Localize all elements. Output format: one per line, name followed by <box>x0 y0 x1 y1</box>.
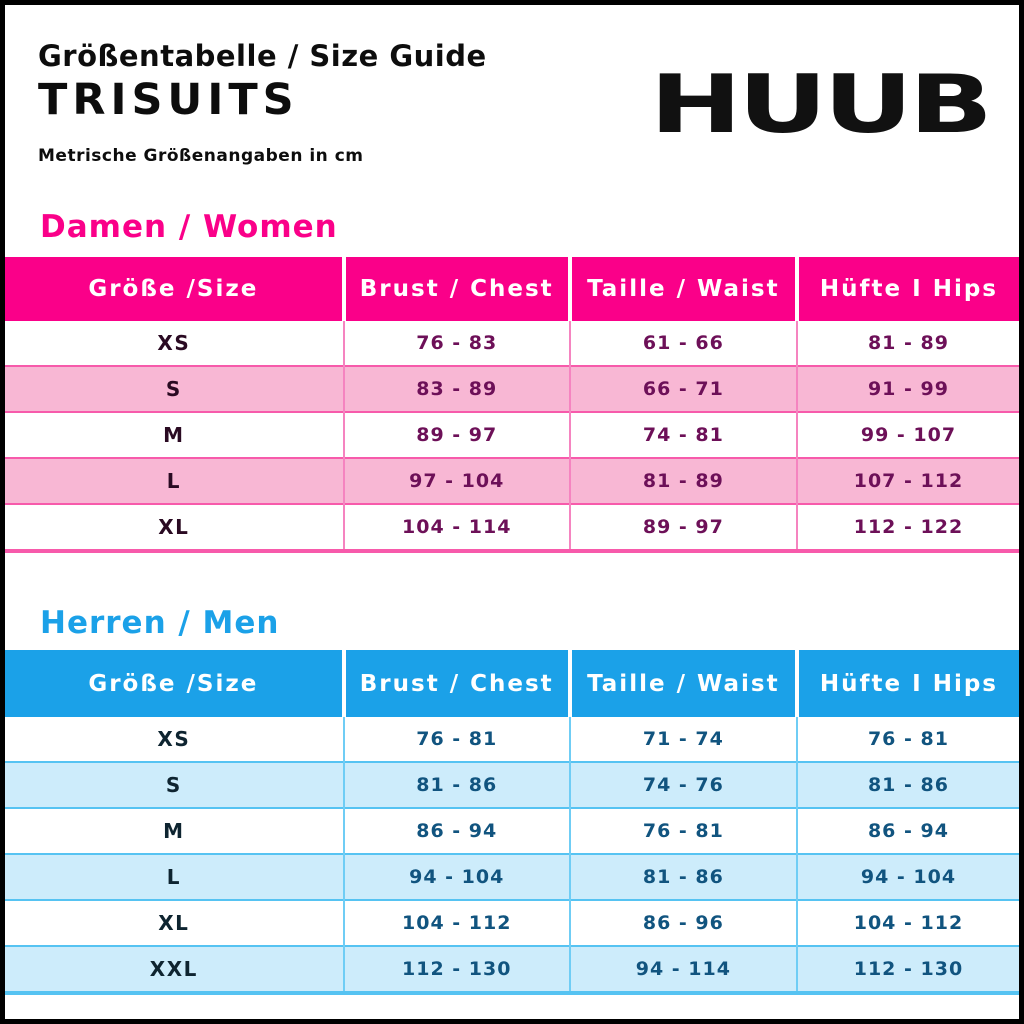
measurement-cell: 83 - 89 <box>342 365 570 412</box>
measurement-cell: 97 - 104 <box>342 457 570 504</box>
product-title: TRISUITS <box>38 74 299 125</box>
measurement-cell: 104 - 112 <box>795 899 1019 946</box>
column-header: Hüfte I Hips <box>794 257 1019 321</box>
table-row: XL 104 - 112 86 - 96 104 - 112 <box>5 899 1019 946</box>
table-row: XXL 112 - 130 94 - 114 112 - 130 <box>5 945 1019 993</box>
measurement-cell: 107 - 112 <box>795 457 1019 504</box>
column-header: Größe /Size <box>5 257 344 321</box>
measurement-cell: 104 - 112 <box>342 899 570 946</box>
table-row: M 89 - 97 74 - 81 99 - 107 <box>5 411 1019 458</box>
measurement-cell: 86 - 94 <box>342 807 570 854</box>
table-row: M 86 - 94 76 - 81 86 - 94 <box>5 807 1019 854</box>
measurement-cell: 81 - 89 <box>568 457 797 504</box>
measurement-cell: 91 - 99 <box>795 365 1019 412</box>
measurement-cell: 112 - 130 <box>342 945 570 993</box>
measurement-cell: 76 - 81 <box>568 807 797 854</box>
measurement-cell: 81 - 86 <box>342 761 570 808</box>
measurement-cell: 74 - 76 <box>568 761 797 808</box>
size-cell: XL <box>5 503 344 551</box>
measurement-cell: 86 - 94 <box>795 807 1019 854</box>
women-header-row: Größe /Size Brust / Chest Taille / Waist Hü… <box>5 257 1019 321</box>
table-row: S 83 - 89 66 - 71 91 - 99 <box>5 365 1019 412</box>
table-row: S 81 - 86 74 - 76 81 - 86 <box>5 761 1019 808</box>
measurement-cell: 76 - 81 <box>795 717 1019 762</box>
measurement-cell: 81 - 86 <box>568 853 797 900</box>
measurement-cell: 94 - 114 <box>568 945 797 993</box>
measurement-cell: 81 - 89 <box>795 321 1019 366</box>
women-size-table: Größe /Size Brust / Chest Taille / Waist Hü… <box>5 257 1019 553</box>
table-row: L 97 - 104 81 - 89 107 - 112 <box>5 457 1019 504</box>
column-header: Brust / Chest <box>341 257 570 321</box>
column-header: Taille / Waist <box>567 257 797 321</box>
measurement-cell: 81 - 86 <box>795 761 1019 808</box>
measurement-cell: 112 - 130 <box>795 945 1019 993</box>
size-cell: L <box>5 457 344 504</box>
column-header: Taille / Waist <box>567 650 797 717</box>
measurement-cell: 89 - 97 <box>568 503 797 551</box>
measurement-cell: 104 - 114 <box>342 503 570 551</box>
measurement-cell: 94 - 104 <box>795 853 1019 900</box>
measurement-cell: 76 - 83 <box>342 321 570 366</box>
measurement-cell: 112 - 122 <box>795 503 1019 551</box>
size-cell: XS <box>5 321 344 366</box>
measurement-cell: 66 - 71 <box>568 365 797 412</box>
table-row: XS 76 - 83 61 - 66 81 - 89 <box>5 321 1019 366</box>
table-row: XL 104 - 114 89 - 97 112 - 122 <box>5 503 1019 551</box>
column-header: Größe /Size <box>5 650 344 717</box>
table-row: L 94 - 104 81 - 86 94 - 104 <box>5 853 1019 900</box>
measurement-cell: 74 - 81 <box>568 411 797 458</box>
measurement-cell: 99 - 107 <box>795 411 1019 458</box>
size-cell: XXL <box>5 945 344 993</box>
size-cell: S <box>5 365 344 412</box>
size-cell: M <box>5 411 344 458</box>
measurement-cell: 86 - 96 <box>568 899 797 946</box>
column-header: Hüfte I Hips <box>794 650 1019 717</box>
measurement-cell: 94 - 104 <box>342 853 570 900</box>
huub-logo: HUUB <box>649 58 993 151</box>
size-cell: L <box>5 853 344 900</box>
size-cell: M <box>5 807 344 854</box>
measurement-cell: 61 - 66 <box>568 321 797 366</box>
measurement-cell: 89 - 97 <box>342 411 570 458</box>
measurement-cell: 71 - 74 <box>568 717 797 762</box>
section-title-women: Damen / Women <box>40 209 338 245</box>
section-title-men: Herren / Men <box>40 605 280 641</box>
column-header: Brust / Chest <box>341 650 570 717</box>
size-cell: XL <box>5 899 344 946</box>
header-block: Größentabelle / Size Guide TRISUITS Metr… <box>38 39 487 167</box>
units-subtitle: Metrische Größenangaben in cm <box>38 146 364 167</box>
men-size-table: Größe /Size Brust / Chest Taille / Waist Hü… <box>5 650 1019 995</box>
measurement-cell: 76 - 81 <box>342 717 570 762</box>
page-title: Größentabelle / Size Guide <box>38 39 487 73</box>
size-cell: S <box>5 761 344 808</box>
men-header-row: Größe /Size Brust / Chest Taille / Waist Hü… <box>5 650 1019 717</box>
table-row: XS 76 - 81 71 - 74 76 - 81 <box>5 717 1019 762</box>
size-cell: XS <box>5 717 344 762</box>
